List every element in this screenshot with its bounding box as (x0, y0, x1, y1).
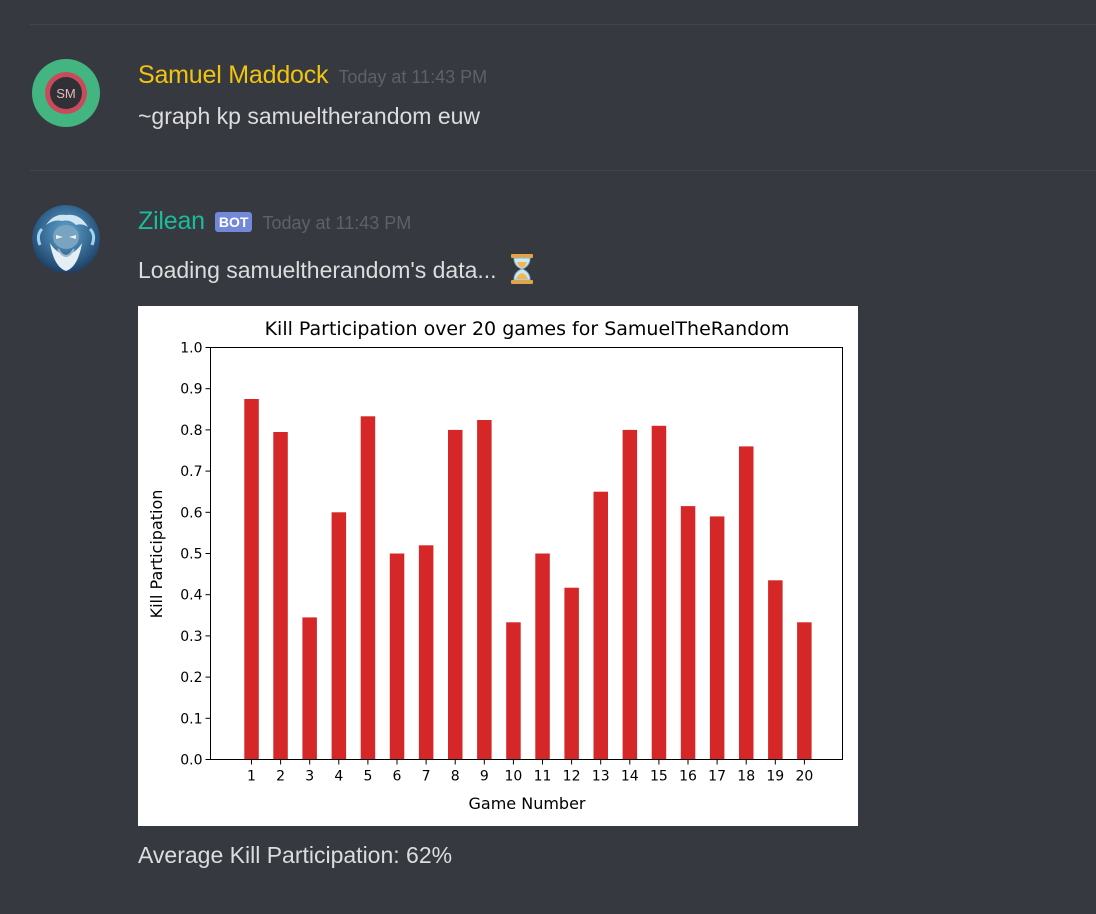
bar-game-18 (739, 446, 754, 760)
username-samuel[interactable]: Samuel Maddock (138, 61, 329, 89)
y-tick-label: 0.4 (180, 588, 202, 604)
bar-game-20 (797, 622, 812, 760)
x-tick-label: 11 (534, 769, 552, 785)
x-tick-label: 4 (334, 769, 343, 785)
zilean-avatar-icon (32, 205, 100, 273)
y-tick-label: 0.5 (180, 547, 202, 563)
bar-game-17 (709, 516, 725, 760)
username-zilean[interactable]: Zilean (138, 207, 205, 235)
bar-game-16 (680, 506, 696, 760)
message-header: Samuel Maddock Today at 11:43 PM (138, 61, 487, 90)
x-tick-label: 2 (276, 769, 285, 785)
x-tick-label: 16 (679, 769, 697, 785)
x-tick-label: 14 (621, 769, 639, 785)
y-tick-label: 0.2 (180, 670, 202, 686)
message-text-row: Loading samueltherandom's data... (138, 253, 535, 291)
bar-game-11 (535, 553, 550, 760)
bar-game-3 (302, 617, 317, 760)
y-tick-label: 0.9 (180, 382, 202, 398)
y-tick-label: 0.8 (180, 423, 202, 439)
bar-game-12 (564, 587, 579, 760)
bar-game-7 (418, 545, 434, 760)
bar-game-14 (622, 429, 638, 760)
x-tick-label: 7 (422, 769, 431, 785)
y-tick-label: 0.0 (180, 753, 202, 769)
bar-game-15 (651, 425, 667, 760)
bar-game-4 (331, 512, 347, 760)
bar-game-10 (506, 622, 521, 760)
bar-game-2 (273, 432, 288, 760)
x-axis-label: Game Number (469, 794, 586, 813)
average-kp-text: Average Kill Participation: 62% (138, 842, 453, 868)
timestamp: Today at 11:43 PM (338, 67, 488, 87)
y-tick-label: 0.7 (180, 464, 202, 480)
y-tick-label: 0.1 (180, 711, 202, 727)
message-text: ~graph kp samueltherandom euw (138, 103, 481, 129)
x-tick-label: 10 (504, 769, 522, 785)
x-tick-label: 18 (737, 769, 755, 785)
x-tick-label: 1 (247, 769, 256, 785)
y-tick-label: 1.0 (180, 341, 202, 357)
x-tick-label: 5 (363, 769, 372, 785)
kill-participation-chart: Kill Participation over 20 games for Sam… (147, 318, 843, 813)
avatar-zilean[interactable] (32, 205, 100, 273)
x-tick-label: 9 (480, 769, 489, 785)
y-tick-label: 0.3 (180, 629, 202, 645)
bar-game-1 (244, 399, 259, 760)
chart-image[interactable]: Kill Participation over 20 games for Sam… (138, 306, 858, 826)
bar-game-19 (768, 580, 783, 760)
avatar-ring: SM (45, 72, 87, 114)
bar-game-13 (593, 491, 608, 760)
avatar-samuel[interactable]: SM (32, 59, 100, 127)
top-divider (30, 24, 1096, 25)
bar-game-6 (389, 553, 405, 760)
bar-game-8 (448, 429, 463, 760)
bar-game-9 (477, 420, 492, 760)
bot-badge: BOT (214, 211, 253, 232)
x-tick-label: 12 (563, 769, 581, 785)
x-tick-label: 15 (650, 769, 668, 785)
y-axis-label: Kill Participation (147, 490, 166, 619)
timestamp: Today at 11:43 PM (262, 213, 412, 233)
message-text: Loading samueltherandom's data... (138, 257, 497, 284)
message-divider (30, 170, 1096, 171)
x-tick-label: 19 (766, 769, 784, 785)
bar-game-5 (360, 416, 376, 760)
x-tick-label: 3 (305, 769, 314, 785)
y-tick-label: 0.6 (180, 505, 202, 521)
x-tick-label: 13 (592, 769, 610, 785)
chart-title: Kill Participation over 20 games for Sam… (265, 318, 790, 340)
x-tick-label: 8 (451, 769, 460, 785)
plot-frame (210, 347, 843, 760)
hourglass-icon (509, 253, 535, 291)
avatar-initials: SM (50, 77, 82, 109)
x-tick-label: 17 (708, 769, 726, 785)
x-tick-label: 6 (393, 769, 402, 785)
x-tick-label: 20 (795, 769, 813, 785)
message-header: Zilean BOT Today at 11:43 PM (138, 207, 411, 236)
